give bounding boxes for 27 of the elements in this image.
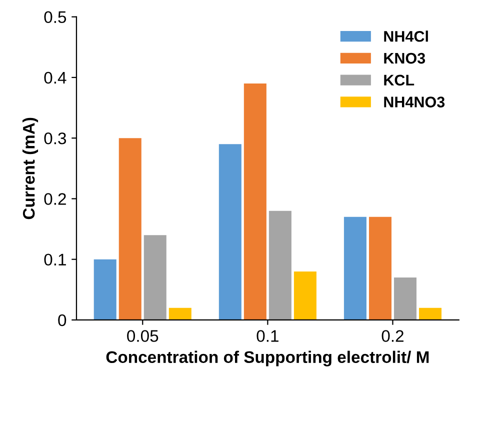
x-axis-title: Concentration of Supporting electrolit/ M: [106, 350, 429, 366]
x-tick-label: 0.1: [256, 330, 278, 342]
y-tick-label: 0.4: [44, 72, 66, 84]
bar: [118, 138, 142, 320]
y-tick-label: 0.3: [44, 132, 66, 144]
bar: [344, 216, 366, 320]
y-tick-label: 0.5: [44, 11, 66, 24]
y-tick-label: 0: [58, 314, 66, 326]
bar: [268, 210, 292, 320]
legend-label: KNO3: [384, 52, 426, 64]
bar: [218, 144, 242, 320]
y-tick-label: 0.1: [44, 254, 66, 266]
bar: [368, 216, 392, 320]
legend-label: NH4NO3: [384, 96, 445, 108]
legend-label: NH4Cl: [384, 30, 428, 42]
legend-label: KCL: [384, 74, 414, 86]
x-tick-label: 0.05: [127, 330, 158, 342]
bar: [294, 271, 316, 320]
bar: [394, 278, 416, 320]
y-tick-label: 0.2: [44, 193, 66, 205]
y-axis-title: Current (mA): [22, 118, 38, 220]
bar: [168, 308, 192, 320]
x-tick-label: 0.2: [382, 330, 404, 342]
bar: [244, 84, 266, 320]
bar: [94, 259, 116, 320]
bar: [418, 308, 442, 320]
bar: [144, 235, 166, 320]
